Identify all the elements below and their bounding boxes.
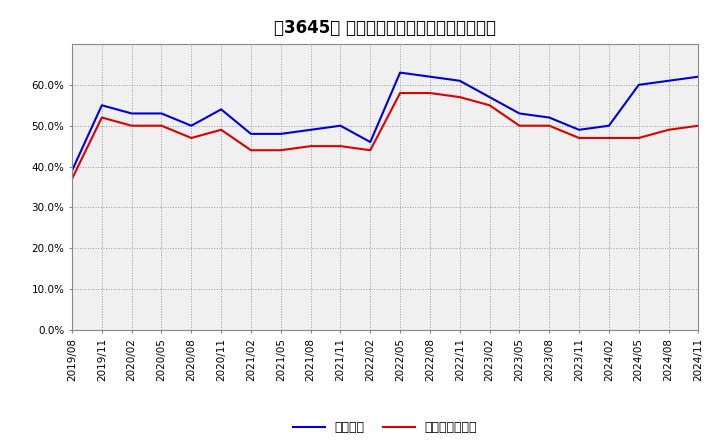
固定長期適合率 [515, 123, 523, 128]
固定比率 [127, 111, 136, 116]
固定比率 [396, 70, 405, 75]
固定比率 [605, 123, 613, 128]
固定長期適合率 [665, 127, 673, 132]
固定長期適合率 [366, 147, 374, 153]
固定長期適合率 [247, 147, 256, 153]
固定比率 [665, 78, 673, 84]
固定長期適合率 [694, 123, 703, 128]
固定比率 [68, 168, 76, 173]
固定比率 [634, 82, 643, 88]
固定比率 [187, 123, 196, 128]
固定比率 [575, 127, 583, 132]
固定比率 [694, 74, 703, 79]
固定比率 [306, 127, 315, 132]
固定比率 [485, 95, 494, 100]
固定比率 [217, 107, 225, 112]
固定長期適合率 [127, 123, 136, 128]
固定長期適合率 [157, 123, 166, 128]
固定比率 [426, 74, 434, 79]
固定長期適合率 [276, 147, 285, 153]
Legend: 固定比率, 固定長期適合率: 固定比率, 固定長期適合率 [288, 416, 482, 439]
固定長期適合率 [68, 176, 76, 181]
固定長期適合率 [634, 136, 643, 141]
固定長期適合率 [426, 90, 434, 95]
Line: 固定比率: 固定比率 [72, 73, 698, 171]
固定比率 [515, 111, 523, 116]
固定長期適合率 [217, 127, 225, 132]
固定長期適合率 [187, 136, 196, 141]
Title: ［3645］ 固定比率、固定長期適合率の推移: ［3645］ 固定比率、固定長期適合率の推移 [274, 19, 496, 37]
固定長期適合率 [336, 143, 345, 149]
固定比率 [157, 111, 166, 116]
固定比率 [545, 115, 554, 120]
固定長期適合率 [396, 90, 405, 95]
固定比率 [247, 131, 256, 136]
固定比率 [97, 103, 106, 108]
固定長期適合率 [575, 136, 583, 141]
固定比率 [276, 131, 285, 136]
固定比率 [336, 123, 345, 128]
固定長期適合率 [306, 143, 315, 149]
固定長期適合率 [485, 103, 494, 108]
固定比率 [456, 78, 464, 84]
固定長期適合率 [545, 123, 554, 128]
Line: 固定長期適合率: 固定長期適合率 [72, 93, 698, 179]
固定長期適合率 [456, 95, 464, 100]
固定比率 [366, 139, 374, 145]
固定長期適合率 [97, 115, 106, 120]
固定長期適合率 [605, 136, 613, 141]
